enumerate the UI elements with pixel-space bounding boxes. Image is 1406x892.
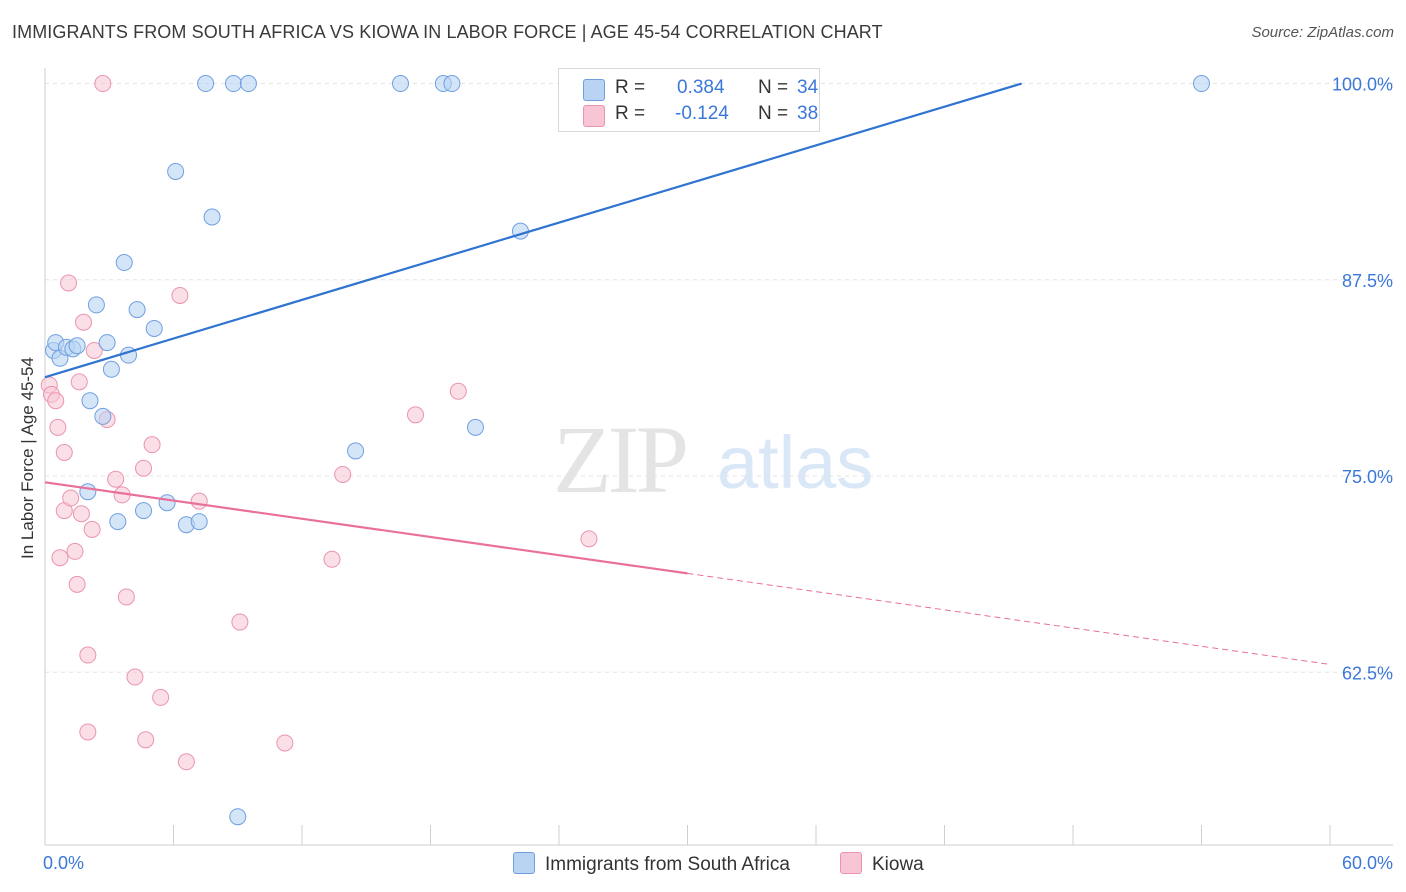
y-tick-label: 100.0% <box>1332 75 1393 95</box>
kiowa-trend-line-extension <box>687 572 1331 665</box>
kiowa-point <box>152 688 170 706</box>
kiowa-point <box>94 75 112 93</box>
south-africa-point <box>115 254 133 272</box>
kiowa-point <box>83 520 101 538</box>
bottom-legend-swatch-blue <box>513 852 535 874</box>
south-africa-point <box>109 513 127 531</box>
correlation-legend: R = 0.384 N = 34 R = -0.124 N = 38 <box>558 68 820 132</box>
trend-lines <box>44 82 1331 665</box>
watermark-zip: ZIP <box>553 406 686 513</box>
x-tick-label: 60.0% <box>1342 853 1393 873</box>
kiowa-point <box>70 373 88 391</box>
kiowa-point <box>60 274 78 292</box>
bottom-legend-label: Kiowa <box>872 854 924 875</box>
kiowa-point <box>47 392 65 410</box>
kiowa-point <box>79 646 97 664</box>
kiowa-point <box>79 723 97 741</box>
legend-n-value: 38 <box>797 103 819 124</box>
bottom-legend-label: Immigrants from South Africa <box>545 854 790 875</box>
kiowa-point <box>55 444 73 461</box>
bottom-legend-kiowa: Kiowa <box>840 852 924 876</box>
kiowa-points <box>40 75 598 771</box>
legend-r-value: -0.124 <box>675 103 729 124</box>
kiowa-point <box>323 550 341 568</box>
y-axis-label: In Labor Force | Age 45-54 <box>18 357 37 559</box>
south-africa-point <box>94 407 112 425</box>
legend-r-label: R = <box>615 103 646 124</box>
south-africa-point <box>197 75 215 93</box>
tick-labels: 62.5% 75.0% 87.5% 100.0% 0.0% 60.0% <box>43 75 1393 873</box>
south-africa-point <box>229 808 247 826</box>
kiowa-point <box>126 668 144 686</box>
kiowa-point <box>117 588 135 606</box>
watermark-atlas: atlas <box>717 421 873 504</box>
kiowa-point <box>51 549 69 567</box>
legend-n-label: N = <box>758 77 789 98</box>
south-africa-trend-line <box>44 82 1022 379</box>
kiowa-point <box>171 287 189 304</box>
south-africa-point <box>98 334 116 352</box>
legend-swatch-pink <box>583 105 605 127</box>
bottom-legend-south-africa: Immigrants from South Africa <box>513 852 790 876</box>
bottom-legend-swatch-pink <box>840 852 862 874</box>
source-credit: Source: ZipAtlas.com <box>1251 24 1394 41</box>
kiowa-point <box>49 418 67 436</box>
south-africa-point <box>443 75 461 93</box>
south-africa-point <box>79 483 97 501</box>
south-africa-point <box>158 494 176 512</box>
kiowa-point <box>231 613 249 631</box>
axes <box>44 68 1393 846</box>
south-africa-point <box>466 418 484 436</box>
south-africa-point <box>145 319 163 337</box>
legend-r-value: 0.384 <box>677 77 725 98</box>
legend-r-label: R = <box>615 77 646 98</box>
legend-n-value: 34 <box>797 77 819 98</box>
legend-swatch-blue <box>583 79 605 101</box>
south-africa-point <box>87 296 105 314</box>
south-africa-points <box>45 75 1210 826</box>
watermark: ZIP atlas <box>553 406 873 513</box>
kiowa-point <box>580 530 598 548</box>
south-africa-point <box>102 360 120 378</box>
y-tick-label: 62.5% <box>1342 663 1393 683</box>
kiowa-point <box>276 734 294 752</box>
south-africa-point <box>392 75 410 93</box>
x-tick-label: 0.0% <box>43 853 84 873</box>
legend-n-label: N = <box>758 103 789 124</box>
south-africa-point <box>1193 75 1210 93</box>
kiowa-point <box>334 465 352 483</box>
south-africa-point <box>128 301 146 319</box>
kiowa-point <box>66 542 84 560</box>
south-africa-point <box>135 502 153 520</box>
kiowa-point <box>449 382 467 400</box>
kiowa-point <box>75 313 93 331</box>
south-africa-point <box>239 75 257 93</box>
kiowa-point <box>85 341 103 359</box>
kiowa-point <box>68 575 86 593</box>
chart-title: IMMIGRANTS FROM SOUTH AFRICA VS KIOWA IN… <box>12 22 883 42</box>
kiowa-point <box>143 436 161 454</box>
south-africa-point <box>167 162 185 180</box>
south-africa-point <box>347 442 365 460</box>
y-tick-label: 87.5% <box>1342 271 1393 291</box>
south-africa-point <box>68 337 86 355</box>
kiowa-point <box>177 753 195 771</box>
kiowa-point <box>62 489 80 507</box>
south-africa-point <box>203 208 221 226</box>
kiowa-point <box>107 470 125 488</box>
kiowa-point <box>135 459 153 477</box>
kiowa-point <box>137 731 155 749</box>
south-africa-point <box>190 513 208 531</box>
kiowa-point <box>407 406 425 424</box>
kiowa-point <box>190 492 208 510</box>
kiowa-trend-line <box>44 481 688 575</box>
south-africa-point <box>224 75 242 93</box>
kiowa-point <box>72 505 90 523</box>
gridlines <box>45 83 1393 673</box>
south-africa-point <box>81 392 99 410</box>
y-tick-label: 75.0% <box>1342 467 1393 487</box>
